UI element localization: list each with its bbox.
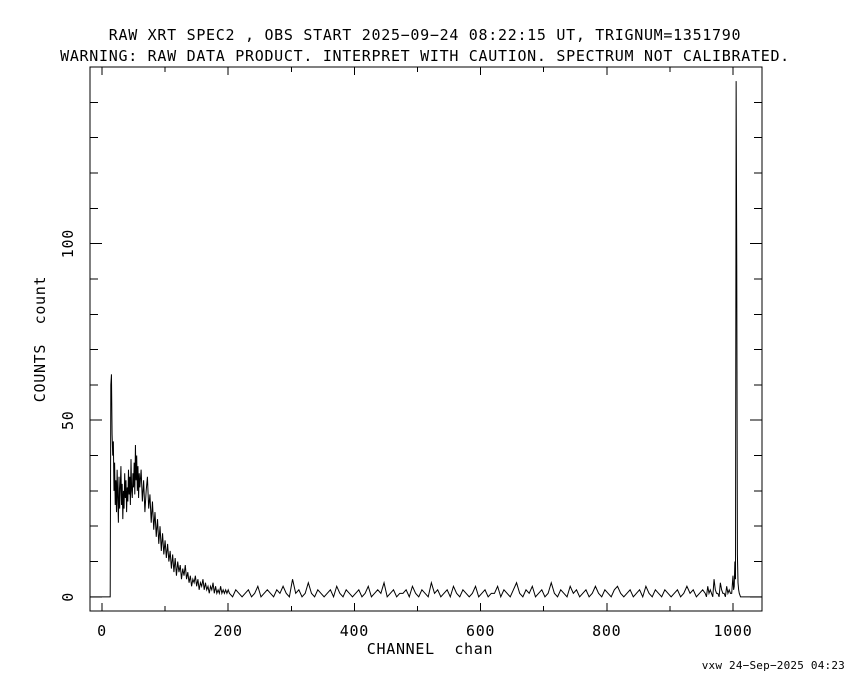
y-axis-label: COUNTS count <box>31 276 49 403</box>
y-tick-label: 50 <box>59 411 77 430</box>
plot-frame <box>89 66 763 612</box>
credit-text: vxw 24−Sep−2025 04:23 <box>702 659 845 672</box>
spectrum-trace <box>90 81 762 599</box>
chart-warning-subtitle: WARNING: RAW DATA PRODUCT. INTERPRET WIT… <box>60 47 790 65</box>
plot-frame-rect <box>89 66 763 612</box>
chart-title: RAW XRT SPEC2 , OBS START 2025−09−24 08:… <box>109 26 742 44</box>
axis-ticks <box>90 67 762 611</box>
x-tick-label: 1000 <box>714 622 753 640</box>
y-tick-label: 100 <box>59 229 77 258</box>
y-tick-label: 0 <box>59 592 77 602</box>
x-tick-label: 600 <box>466 622 495 640</box>
x-tick-label: 200 <box>214 622 243 640</box>
spectrum-trace-group <box>90 81 762 599</box>
x-axis-label: CHANNEL chan <box>367 640 494 658</box>
x-tick-label: 400 <box>340 622 369 640</box>
x-tick-label: 0 <box>97 622 107 640</box>
x-tick-label: 800 <box>592 622 621 640</box>
axis-tick-labels: 0 200 400 600 800 1000 0 50 100 <box>59 229 752 640</box>
